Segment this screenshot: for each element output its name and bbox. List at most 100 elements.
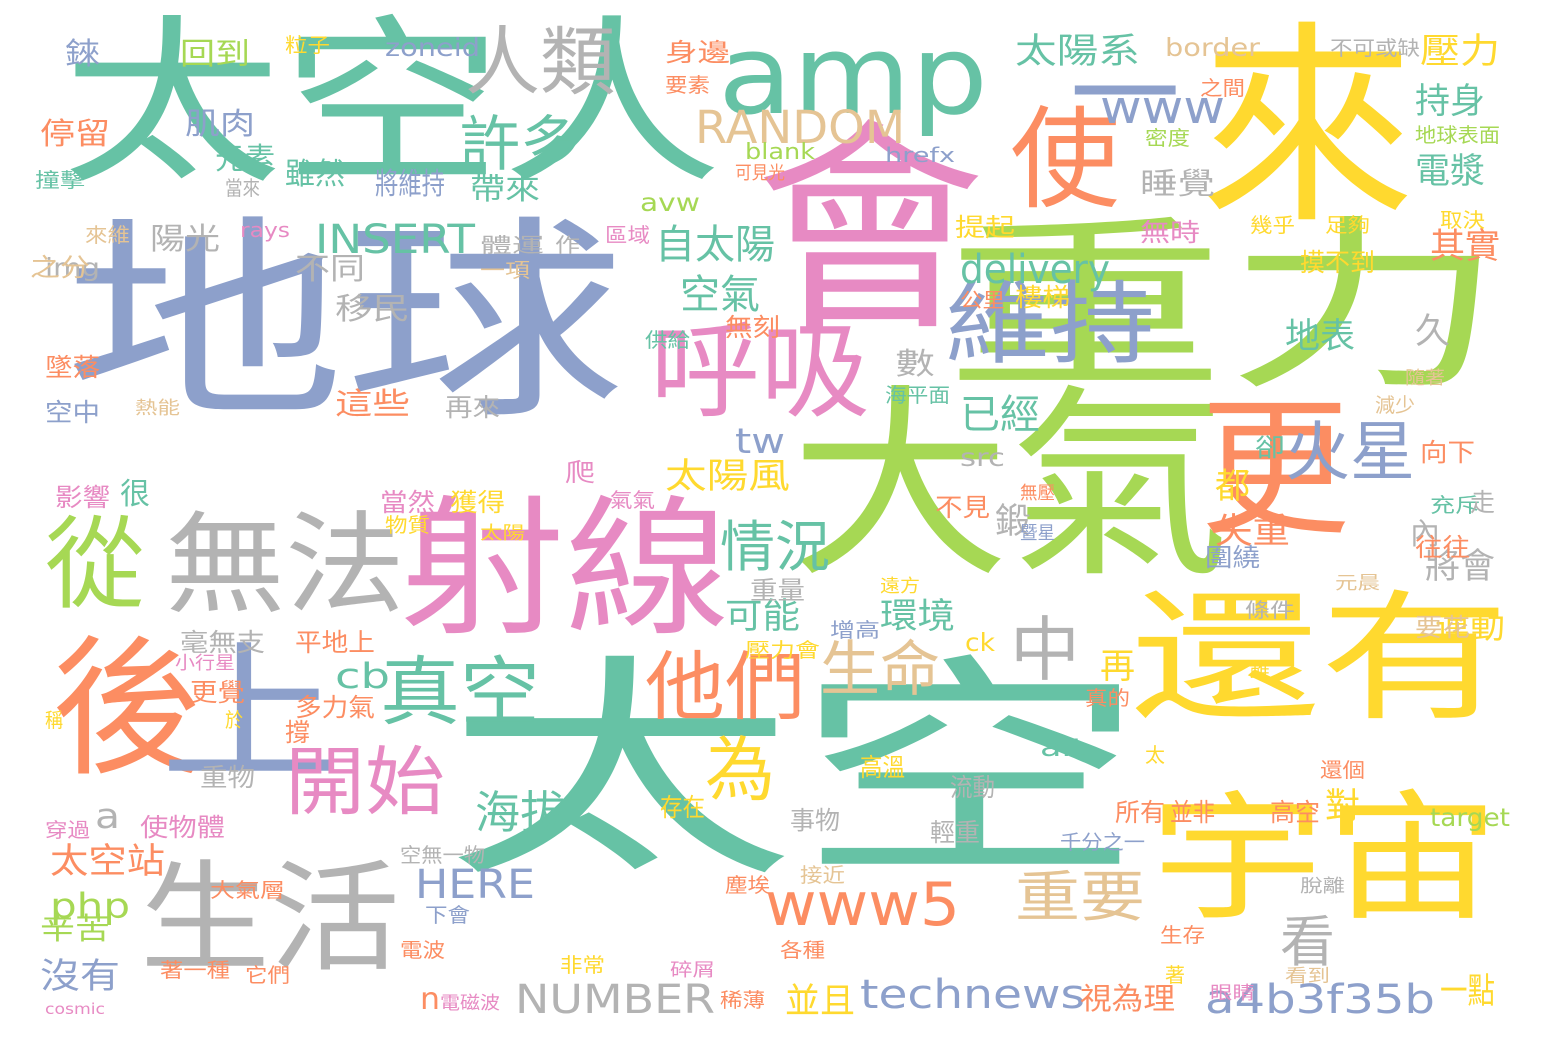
cloud-word: 再	[1100, 647, 1136, 687]
cloud-word: 對	[1325, 787, 1361, 827]
cloud-word: 身邊	[665, 38, 731, 67]
cloud-word: 碎屑	[670, 960, 715, 981]
cloud-word: 要素	[665, 73, 710, 97]
cloud-word: 使物體	[140, 813, 225, 842]
cloud-word: www5	[765, 870, 961, 940]
cloud-word: 存在	[660, 793, 706, 822]
cloud-word: 卻	[1255, 433, 1285, 462]
cloud-word: 維持	[945, 272, 1156, 377]
cloud-word: 於	[225, 708, 243, 732]
cloud-word: 脫離	[1300, 876, 1345, 897]
cloud-word: 電漿	[1415, 152, 1486, 192]
cloud-word: blank	[745, 140, 816, 165]
cloud-word: 不可或缺	[1330, 36, 1420, 60]
cloud-word: 回到	[180, 37, 251, 72]
cloud-word: target	[1430, 803, 1510, 832]
cloud-word: 著	[1165, 963, 1185, 987]
cloud-word: 地表	[1285, 317, 1356, 357]
cloud-word: 太陽系	[1015, 32, 1140, 72]
cloud-word: 高溫	[860, 753, 906, 782]
cloud-word: 無時	[1140, 218, 1201, 247]
cloud-word: 地球	[65, 197, 625, 448]
cloud-word: 許多	[460, 110, 580, 180]
cloud-word: 下會	[425, 903, 470, 927]
cloud-word: 雖	[1250, 658, 1270, 682]
cloud-word: 圍繞	[1205, 543, 1261, 572]
cloud-word: 中	[1010, 609, 1080, 691]
cloud-word: 往往	[1415, 533, 1471, 562]
cloud-word: 鍛	[995, 502, 1031, 542]
cloud-word: 真空	[380, 648, 541, 736]
cloud-word: 宇宙	[1150, 778, 1501, 941]
cloud-word: 一	[1070, 31, 1180, 159]
cloud-word: 千分之一	[1060, 830, 1146, 854]
cloud-word: 其實	[1430, 227, 1501, 267]
cloud-word: 看到	[1285, 966, 1330, 987]
cloud-word: 重量	[750, 576, 806, 605]
cloud-word: 充斥	[1430, 493, 1480, 517]
cloud-word: 開始	[285, 738, 446, 826]
cloud-word: 電波	[400, 938, 445, 962]
cloud-word: 呼吸	[650, 311, 871, 433]
cloud-word: 撞擊	[35, 168, 85, 192]
cloud-word: 遠方	[880, 576, 920, 597]
cloud-word: 火星	[1285, 415, 1416, 490]
cloud-word: 真的	[1085, 686, 1130, 710]
cloud-word: 取決	[1440, 208, 1485, 232]
cloud-word: 毫無支	[180, 628, 265, 657]
cloud-word: 太空	[445, 636, 1145, 909]
cloud-word: 還個	[1320, 758, 1365, 782]
cloud-word: 之間	[1200, 76, 1245, 100]
cloud-word: 暨星	[1020, 523, 1055, 544]
cloud-word: 提起	[955, 213, 1016, 242]
cloud-word: 元素	[215, 142, 275, 177]
cloud-word: 空中	[45, 398, 101, 427]
cloud-word: 空無一物	[400, 843, 486, 867]
cloud-word: 體運	[480, 233, 544, 257]
cloud-word: 並非	[1170, 798, 1216, 827]
cloud-word: 海拔	[475, 786, 566, 839]
cloud-word: 數	[895, 347, 935, 382]
cloud-word: 重要	[1015, 865, 1146, 929]
cloud-word: 壓力會	[745, 638, 820, 662]
cloud-word: 不見	[935, 493, 991, 522]
cloud-word: 太陽	[480, 523, 525, 544]
cloud-word: amp	[718, 11, 989, 139]
cloud-word: 帶來	[470, 172, 541, 207]
cloud-word: 射線	[400, 483, 731, 657]
cloud-word: 並且	[785, 982, 856, 1022]
cloud-word: 運動	[1435, 607, 1506, 647]
cloud-word: 熱能	[135, 398, 180, 419]
cloud-word: 停留	[40, 117, 111, 152]
cloud-word: a4b3f35b	[1205, 977, 1435, 1023]
cloud-word: 流動	[950, 773, 996, 802]
cloud-word: 一點	[1440, 972, 1496, 1012]
cloud-word: 太空站	[50, 842, 165, 882]
cloud-word: cb	[335, 657, 390, 697]
cloud-word: 無法	[165, 501, 406, 629]
cloud-word: 墜落	[45, 353, 101, 382]
cloud-word: 太陽風	[665, 457, 790, 497]
cloud-word: 從	[45, 506, 145, 623]
cloud-word: 輕重	[930, 818, 981, 847]
cloud-word: 區域	[605, 223, 650, 247]
cloud-word: 塵埃	[725, 873, 770, 897]
cloud-word: 可能	[725, 597, 800, 637]
cloud-word: 上	[160, 628, 341, 802]
cloud-word: 可見光	[735, 163, 786, 184]
cloud-word: 使	[1010, 96, 1120, 224]
cloud-word: 撐	[285, 718, 310, 747]
cloud-word: 公里	[960, 288, 1005, 312]
cloud-word: n	[420, 982, 441, 1017]
cloud-word: 大氣層	[210, 878, 285, 902]
cloud-word: 當然	[380, 488, 436, 517]
cloud-word: 幾乎	[1250, 213, 1295, 237]
cloud-word: delivery	[960, 247, 1111, 293]
cloud-word: www	[1100, 81, 1225, 134]
cloud-word: 大氣	[790, 368, 1230, 606]
cloud-word: 平地上	[295, 628, 375, 657]
cloud-word: 內	[1410, 517, 1440, 552]
cloud-word: 看	[1280, 910, 1336, 974]
cloud-word: 獲得	[450, 488, 506, 517]
